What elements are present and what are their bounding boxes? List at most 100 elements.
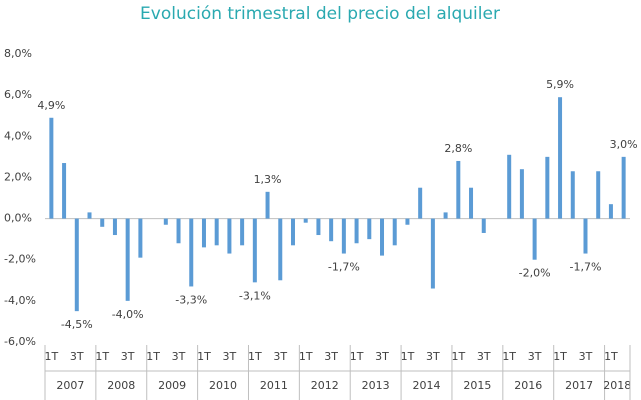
chart-title: Evolución trimestral del precio del alqu…	[140, 4, 500, 24]
bar	[443, 212, 448, 219]
x-tick-label: 3T	[426, 350, 440, 363]
bar	[74, 218, 79, 312]
bar	[367, 218, 372, 240]
year-label: 2013	[362, 379, 390, 392]
year-label: 2008	[107, 379, 135, 392]
x-tick-label: 1T	[451, 350, 465, 363]
bar	[405, 218, 410, 225]
x-tick-label: 3T	[70, 350, 84, 363]
data-label: 3,0%	[610, 138, 638, 151]
x-tick-label: 1T	[44, 350, 58, 363]
year-label: 2017	[565, 379, 593, 392]
bar	[341, 218, 346, 254]
data-label: 4,9%	[37, 99, 65, 112]
x-tick-label: 1T	[299, 350, 313, 363]
bar	[558, 97, 563, 219]
data-label: -1,7%	[328, 261, 360, 274]
bar	[290, 218, 295, 246]
bar	[214, 218, 219, 246]
x-tick-label: 3T	[579, 350, 593, 363]
bar	[519, 169, 524, 219]
x-tick-label: 1T	[197, 350, 211, 363]
year-label: 2011	[260, 379, 288, 392]
bar	[456, 160, 461, 219]
x-tick-label: 1T	[553, 350, 567, 363]
data-label: -4,5%	[61, 318, 93, 331]
bar	[62, 163, 67, 219]
year-label: 2016	[514, 379, 542, 392]
bar	[532, 218, 537, 260]
y-tick-label: 8,0%	[4, 47, 32, 60]
x-tick-label: 1T	[350, 350, 364, 363]
y-tick-label: 4,0%	[4, 129, 32, 142]
y-tick-label: 0,0%	[4, 212, 32, 225]
x-tick-label: 1T	[146, 350, 160, 363]
data-label: 5,9%	[546, 78, 574, 91]
x-tick-label: 1T	[401, 350, 415, 363]
bar	[481, 218, 486, 233]
bar	[138, 218, 143, 258]
x-tick-label: 3T	[528, 350, 542, 363]
bar	[608, 204, 613, 219]
bar	[112, 218, 117, 236]
year-label: 2018	[603, 379, 631, 392]
bar	[507, 154, 512, 219]
x-tick-label: 1T	[248, 350, 262, 363]
bar	[125, 218, 130, 301]
bar	[87, 212, 92, 219]
y-tick-label: 6,0%	[4, 88, 32, 101]
y-tick-label: 2,0%	[4, 170, 32, 183]
bar	[201, 218, 206, 248]
data-label: -4,0%	[112, 308, 144, 321]
data-label: -3,3%	[175, 293, 207, 306]
bar	[163, 218, 168, 225]
bar	[189, 218, 194, 287]
bar	[329, 218, 334, 242]
year-label: 2010	[209, 379, 237, 392]
bar	[303, 218, 308, 223]
data-label: 2,8%	[444, 142, 472, 155]
year-label: 2012	[311, 379, 339, 392]
bar	[49, 117, 54, 219]
bar	[316, 218, 321, 236]
x-tick-label: 1T	[95, 350, 109, 363]
x-tick-label: 3T	[324, 350, 338, 363]
year-label: 2007	[56, 379, 84, 392]
bar	[265, 191, 270, 219]
year-label: 2009	[158, 379, 186, 392]
bar	[240, 218, 245, 246]
data-label: -3,1%	[239, 289, 271, 302]
bar	[596, 171, 601, 219]
x-tick-label: 3T	[375, 350, 389, 363]
bar	[278, 218, 283, 281]
year-label: 2015	[463, 379, 491, 392]
bar	[583, 218, 588, 254]
year-label: 2014	[413, 379, 441, 392]
x-tick-label: 3T	[273, 350, 287, 363]
bar	[100, 218, 105, 227]
bar	[570, 171, 575, 219]
data-label: -1,7%	[570, 261, 602, 274]
bar	[252, 218, 257, 283]
bar	[430, 218, 435, 289]
x-tick-label: 3T	[223, 350, 237, 363]
bar	[418, 187, 423, 219]
x-tick-label: 3T	[477, 350, 491, 363]
x-tick-label: 1T	[604, 350, 618, 363]
bar	[380, 218, 385, 256]
bar	[176, 218, 181, 244]
bar	[469, 187, 474, 219]
bar	[354, 218, 359, 244]
y-tick-label: -2,0%	[4, 253, 36, 266]
bar	[545, 156, 550, 219]
y-tick-label: -6,0%	[4, 335, 36, 348]
data-label: -2,0%	[519, 267, 551, 280]
bar	[621, 156, 626, 219]
x-tick-label: 3T	[121, 350, 135, 363]
x-tick-label: 3T	[172, 350, 186, 363]
x-tick-label: 1T	[502, 350, 516, 363]
data-label: 1,3%	[254, 173, 282, 186]
y-tick-label: -4,0%	[4, 294, 36, 307]
